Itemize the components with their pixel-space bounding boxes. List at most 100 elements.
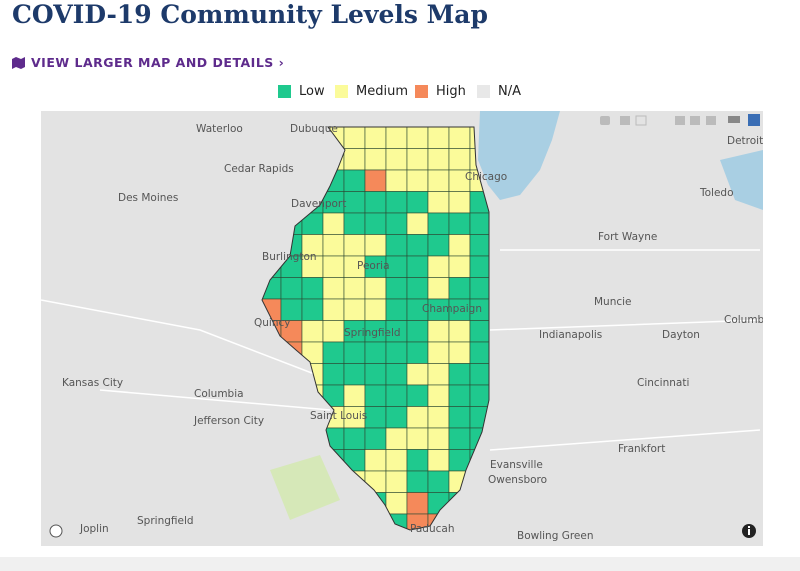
- county[interactable]: [385, 492, 408, 515]
- county[interactable]: [385, 234, 408, 257]
- county[interactable]: [448, 191, 471, 214]
- county[interactable]: [427, 384, 450, 407]
- county[interactable]: [406, 255, 429, 278]
- tool-button[interactable]: [728, 116, 740, 123]
- county[interactable]: [280, 277, 303, 300]
- county[interactable]: [343, 363, 366, 386]
- details-link-text[interactable]: VIEW LARGER MAP AND DETAILS ›: [31, 55, 285, 70]
- map-toolbar[interactable]: [600, 114, 760, 126]
- tool-button[interactable]: [706, 116, 716, 125]
- county[interactable]: [406, 363, 429, 386]
- county[interactable]: [301, 320, 324, 343]
- county[interactable]: [427, 255, 450, 278]
- county[interactable]: [406, 449, 429, 472]
- county[interactable]: [343, 212, 366, 235]
- county[interactable]: [406, 169, 429, 192]
- tool-button[interactable]: [748, 114, 760, 126]
- map[interactable]: Waterloo Dubuque Cedar Rapids Des Moines…: [41, 111, 763, 546]
- county[interactable]: [322, 255, 345, 278]
- attribution-icon[interactable]: [49, 524, 63, 538]
- county[interactable]: [469, 212, 491, 235]
- county[interactable]: [385, 298, 408, 321]
- county[interactable]: [448, 341, 471, 364]
- county[interactable]: [364, 341, 387, 364]
- county[interactable]: [427, 470, 450, 493]
- county[interactable]: [322, 320, 345, 343]
- county[interactable]: [427, 341, 450, 364]
- county[interactable]: [322, 298, 345, 321]
- county[interactable]: [385, 191, 408, 214]
- legend-item[interactable]: Low: [278, 84, 325, 99]
- county[interactable]: [343, 427, 366, 450]
- county[interactable]: [322, 277, 345, 300]
- county[interactable]: [322, 212, 345, 235]
- county[interactable]: [364, 169, 387, 192]
- tool-button[interactable]: [635, 115, 647, 126]
- county[interactable]: [427, 320, 450, 343]
- county[interactable]: [364, 277, 387, 300]
- county[interactable]: [385, 127, 408, 149]
- county[interactable]: [301, 298, 324, 321]
- county[interactable]: [385, 169, 408, 192]
- county[interactable]: [406, 470, 429, 493]
- legend-item[interactable]: Medium: [335, 84, 408, 99]
- county[interactable]: [364, 298, 387, 321]
- county[interactable]: [406, 234, 429, 257]
- county[interactable]: [448, 384, 471, 407]
- county[interactable]: [343, 298, 366, 321]
- county[interactable]: [406, 212, 429, 235]
- county[interactable]: [343, 127, 366, 149]
- county[interactable]: [364, 234, 387, 257]
- county[interactable]: [385, 470, 408, 493]
- county[interactable]: [385, 449, 408, 472]
- county[interactable]: [385, 406, 408, 429]
- county[interactable]: [406, 191, 429, 214]
- county[interactable]: [427, 148, 450, 171]
- county[interactable]: [448, 406, 471, 429]
- county[interactable]: [406, 127, 429, 149]
- county[interactable]: [406, 492, 429, 515]
- county[interactable]: [343, 277, 366, 300]
- county[interactable]: [364, 406, 387, 429]
- county[interactable]: [406, 277, 429, 300]
- county[interactable]: [364, 427, 387, 450]
- county[interactable]: [469, 234, 491, 257]
- county[interactable]: [343, 234, 366, 257]
- county[interactable]: [448, 427, 471, 450]
- county[interactable]: [469, 363, 491, 386]
- county[interactable]: [427, 127, 450, 149]
- tool-button[interactable]: [675, 116, 685, 125]
- county[interactable]: [448, 127, 471, 149]
- county[interactable]: [406, 341, 429, 364]
- county[interactable]: [385, 384, 408, 407]
- county[interactable]: [343, 191, 366, 214]
- county[interactable]: [448, 320, 471, 343]
- county[interactable]: [364, 449, 387, 472]
- county[interactable]: [427, 234, 450, 257]
- county[interactable]: [343, 148, 366, 171]
- county[interactable]: [448, 148, 471, 171]
- county[interactable]: [364, 127, 387, 149]
- county[interactable]: [385, 363, 408, 386]
- county[interactable]: [469, 341, 491, 364]
- county[interactable]: [364, 363, 387, 386]
- county[interactable]: [385, 427, 408, 450]
- county[interactable]: [322, 341, 345, 364]
- county[interactable]: [406, 427, 429, 450]
- county[interactable]: [343, 384, 366, 407]
- county[interactable]: [364, 148, 387, 171]
- county[interactable]: [469, 320, 491, 343]
- county[interactable]: [385, 148, 408, 171]
- county[interactable]: [364, 191, 387, 214]
- county[interactable]: [448, 255, 471, 278]
- county[interactable]: [322, 234, 345, 257]
- county[interactable]: [364, 384, 387, 407]
- county[interactable]: [448, 277, 471, 300]
- county[interactable]: [427, 406, 450, 429]
- county[interactable]: [427, 212, 450, 235]
- county[interactable]: [385, 277, 408, 300]
- county[interactable]: [343, 341, 366, 364]
- county[interactable]: [406, 384, 429, 407]
- county[interactable]: [427, 427, 450, 450]
- details-link[interactable]: VIEW LARGER MAP AND DETAILS ›: [12, 55, 284, 70]
